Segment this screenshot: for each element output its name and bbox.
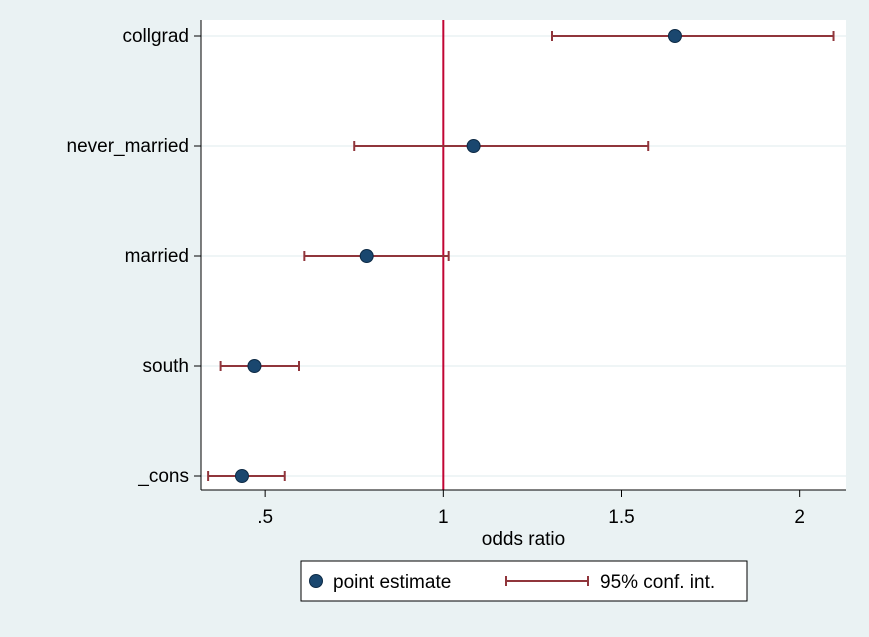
x-tick-label: 1.5: [608, 507, 634, 528]
point-south: [247, 359, 262, 373]
legend-label-ci: 95% conf. int.: [600, 572, 715, 593]
point-married: [359, 249, 374, 263]
y-tick-label: married: [125, 246, 189, 267]
plot-area: [201, 20, 846, 490]
point-_cons: [234, 469, 249, 483]
legend: point estimate 95% conf. int.: [300, 560, 748, 602]
x-tick-label: .5: [257, 507, 273, 528]
ci-bar-married: [303, 251, 450, 261]
x-tick-label: 2: [794, 507, 805, 528]
y-tick-label: south: [143, 356, 189, 377]
point-estimates: [234, 29, 682, 483]
y-tick-label: collgrad: [122, 26, 189, 47]
y-tick-label: never_married: [67, 136, 190, 157]
point-never_married: [466, 139, 481, 153]
ci-bar-never_married: [353, 141, 650, 151]
point-collgrad: [667, 29, 682, 43]
legend-point-marker: [309, 574, 323, 588]
x-axis-label: odds ratio: [482, 529, 565, 550]
legend-label-point: point estimate: [333, 572, 451, 593]
y-tick-label: _cons: [137, 466, 189, 487]
x-tick-label: 1: [438, 507, 449, 528]
confidence-intervals: [207, 31, 835, 481]
ci-bar-collgrad: [551, 31, 835, 41]
